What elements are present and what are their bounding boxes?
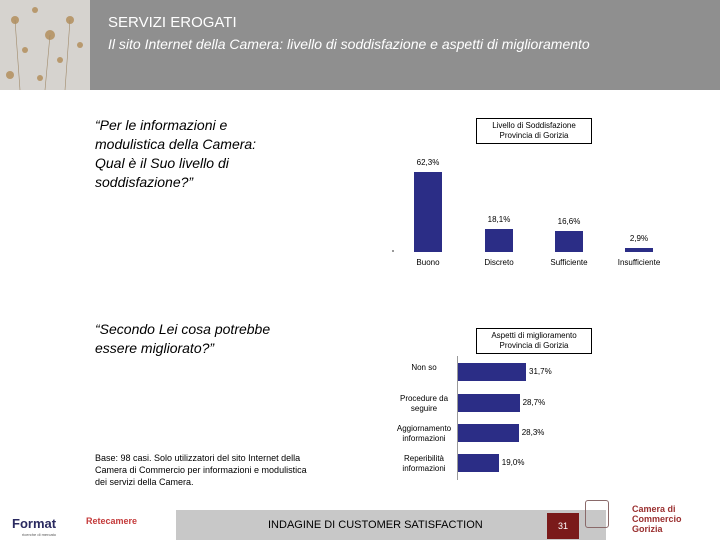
chart2-bar-reperibilita <box>458 454 499 472</box>
page-number: 31 <box>547 513 579 539</box>
chart1-value-label: 18,1% <box>487 214 511 224</box>
decorative-image <box>0 0 90 91</box>
chamber-seal-icon <box>585 500 609 528</box>
format-logo-sub: ricerche di mercato <box>22 532 57 537</box>
page-subtitle: Il sito Internet della Camera: livello d… <box>108 36 590 52</box>
footer-bar <box>176 510 606 540</box>
chart2-category-label: Reperibilità informazioni <box>402 454 446 473</box>
camera-logo-line1: Camera di Commercio <box>632 504 682 524</box>
chart1-category-label: Insufficiente <box>617 258 661 267</box>
chart1-bar-insufficiente <box>625 248 653 252</box>
page-title: SERVIZI EROGATI <box>108 14 237 31</box>
chart1-title-box: Livello di Soddisfazione Provincia di Go… <box>476 118 592 144</box>
chart2-bar-aggiornamento <box>458 424 519 442</box>
chart1-value-label: 62,3% <box>416 158 440 167</box>
chart2-category-label: Non so <box>411 363 437 372</box>
chart2-title-box: Aspetti di miglioramento Provincia di Go… <box>476 328 592 354</box>
retecamere-logo: Retecamere <box>86 516 138 526</box>
chart1-value-label: 2,9% <box>629 234 649 244</box>
footer-title: INDAGINE DI CUSTOMER SATISFACTION <box>268 519 483 531</box>
chart2-bar-non-so <box>458 363 526 381</box>
format-logo: Format <box>12 516 57 531</box>
chart2-axis <box>457 356 458 480</box>
chart2-category-label: Procedure da seguire <box>399 394 449 413</box>
chart1-category-label: Discreto <box>484 258 514 267</box>
chart2-value-label: 31,7% <box>529 367 552 376</box>
chart1-bar-buono <box>414 172 442 252</box>
chart2-value-label: 28,7% <box>522 398 546 407</box>
base-note: Base: 98 casi. Solo utilizzatori del sit… <box>95 453 307 487</box>
question-improvement: “Secondo Lei cosa potrebbe essere miglio… <box>95 321 271 356</box>
chart1-bar-sufficiente <box>555 230 583 252</box>
camera-commercio-logo: Camera di Commercio Gorizia <box>632 504 720 534</box>
chart1-value-label: 16,6% <box>557 216 581 226</box>
question-satisfaction: “Per le informazioni e modulistica della… <box>95 117 257 190</box>
flower-decoration-icon <box>6 7 83 91</box>
camera-logo-line2: Gorizia <box>632 524 663 534</box>
chart2-value-label: 19,0% <box>501 458 525 467</box>
chart1-axis-mark <box>392 250 394 252</box>
chart1-category-label: Sufficiente <box>550 258 588 267</box>
chart1-bar-discreto <box>485 228 513 252</box>
header-band: SERVIZI EROGATI Il sito Internet della C… <box>0 0 720 91</box>
chart2-category-label: Aggiornamento informazioni <box>396 424 452 443</box>
chart2-bar-procedure <box>458 394 520 412</box>
chart2-value-label: 28,3% <box>521 428 545 437</box>
chart1-category-label: Buono <box>416 258 440 267</box>
